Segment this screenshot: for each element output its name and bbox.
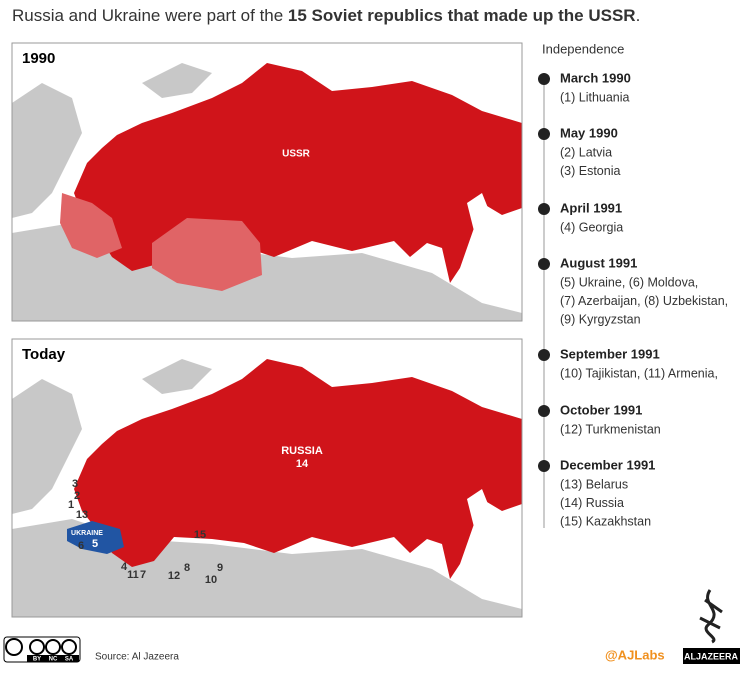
event-line: (2) Latvia [560, 145, 612, 159]
region-number: 1 [68, 499, 74, 511]
event-date: March 1990 [560, 70, 631, 85]
region-number: 7 [140, 569, 146, 581]
source: Source: Al Jazeera [95, 652, 179, 663]
brand: ALJAZEERA [684, 651, 739, 661]
event-date: April 1991 [560, 200, 622, 215]
map-label: 1990 [22, 50, 55, 67]
event-line: (3) Estonia [560, 164, 620, 178]
license-text: BY [33, 657, 41, 663]
timeline-dot [538, 203, 550, 215]
region-number: 11 [127, 569, 139, 581]
title: Russia and Ukraine were part of the 15 S… [12, 6, 640, 25]
event-line: (5) Ukraine, (6) Moldova, [560, 275, 698, 289]
timeline: Independence March 1990 (1) Lithuania May … [538, 41, 728, 528]
timeline-dot [538, 73, 550, 85]
logo [699, 589, 723, 644]
event-date: December 1991 [560, 457, 655, 472]
region-number: 9 [217, 562, 223, 574]
event-line: (1) Lithuania [560, 90, 630, 104]
map-1990: 1990 USSR [11, 42, 523, 322]
event-date: October 1991 [560, 402, 642, 417]
timeline-dot [538, 349, 550, 361]
event-line: (15) Kazakhstan [560, 514, 651, 528]
timeline-dot [538, 128, 550, 140]
license-badge: BY NC SA [3, 636, 81, 663]
event-line: (13) Belarus [560, 477, 628, 491]
country-label: UKRAINE [71, 530, 103, 537]
country-number: 14 [296, 458, 309, 470]
event-line: (7) Azerbaijan, (8) Uzbekistan, [560, 294, 728, 308]
country-label: RUSSIA [281, 445, 323, 457]
region-number: 10 [205, 574, 217, 586]
map-label: Today [22, 346, 66, 363]
region-number: 13 [76, 509, 88, 521]
event-date: August 1991 [560, 255, 637, 270]
region-number: 12 [168, 570, 180, 582]
country-number: 5 [92, 538, 98, 550]
event-date: September 1991 [560, 346, 660, 361]
region-number: 15 [194, 529, 206, 541]
event-date: May 1990 [560, 125, 618, 140]
region-number: 2 [74, 490, 80, 502]
brand-box [683, 648, 740, 664]
license-text: NC [49, 657, 58, 663]
license-text: SA [65, 657, 74, 663]
event-line: (14) Russia [560, 496, 624, 510]
timeline-dot [538, 258, 550, 270]
event-line: (12) Turkmenistan [560, 422, 661, 436]
region-number: 6 [78, 540, 84, 552]
event-line: (4) Georgia [560, 220, 623, 234]
timeline-dot [538, 405, 550, 417]
handle: @AJLabs [605, 647, 665, 662]
region-number: 4 [121, 561, 128, 573]
region-number: 3 [72, 478, 78, 490]
timeline-dot [538, 460, 550, 472]
region-number: 8 [184, 562, 190, 574]
event-line: (9) Kyrgyzstan [560, 312, 641, 326]
event-line: (10) Tajikistan, (11) Armenia, [560, 366, 718, 380]
country-label: USSR [282, 149, 311, 160]
timeline-heading: Independence [542, 41, 624, 56]
